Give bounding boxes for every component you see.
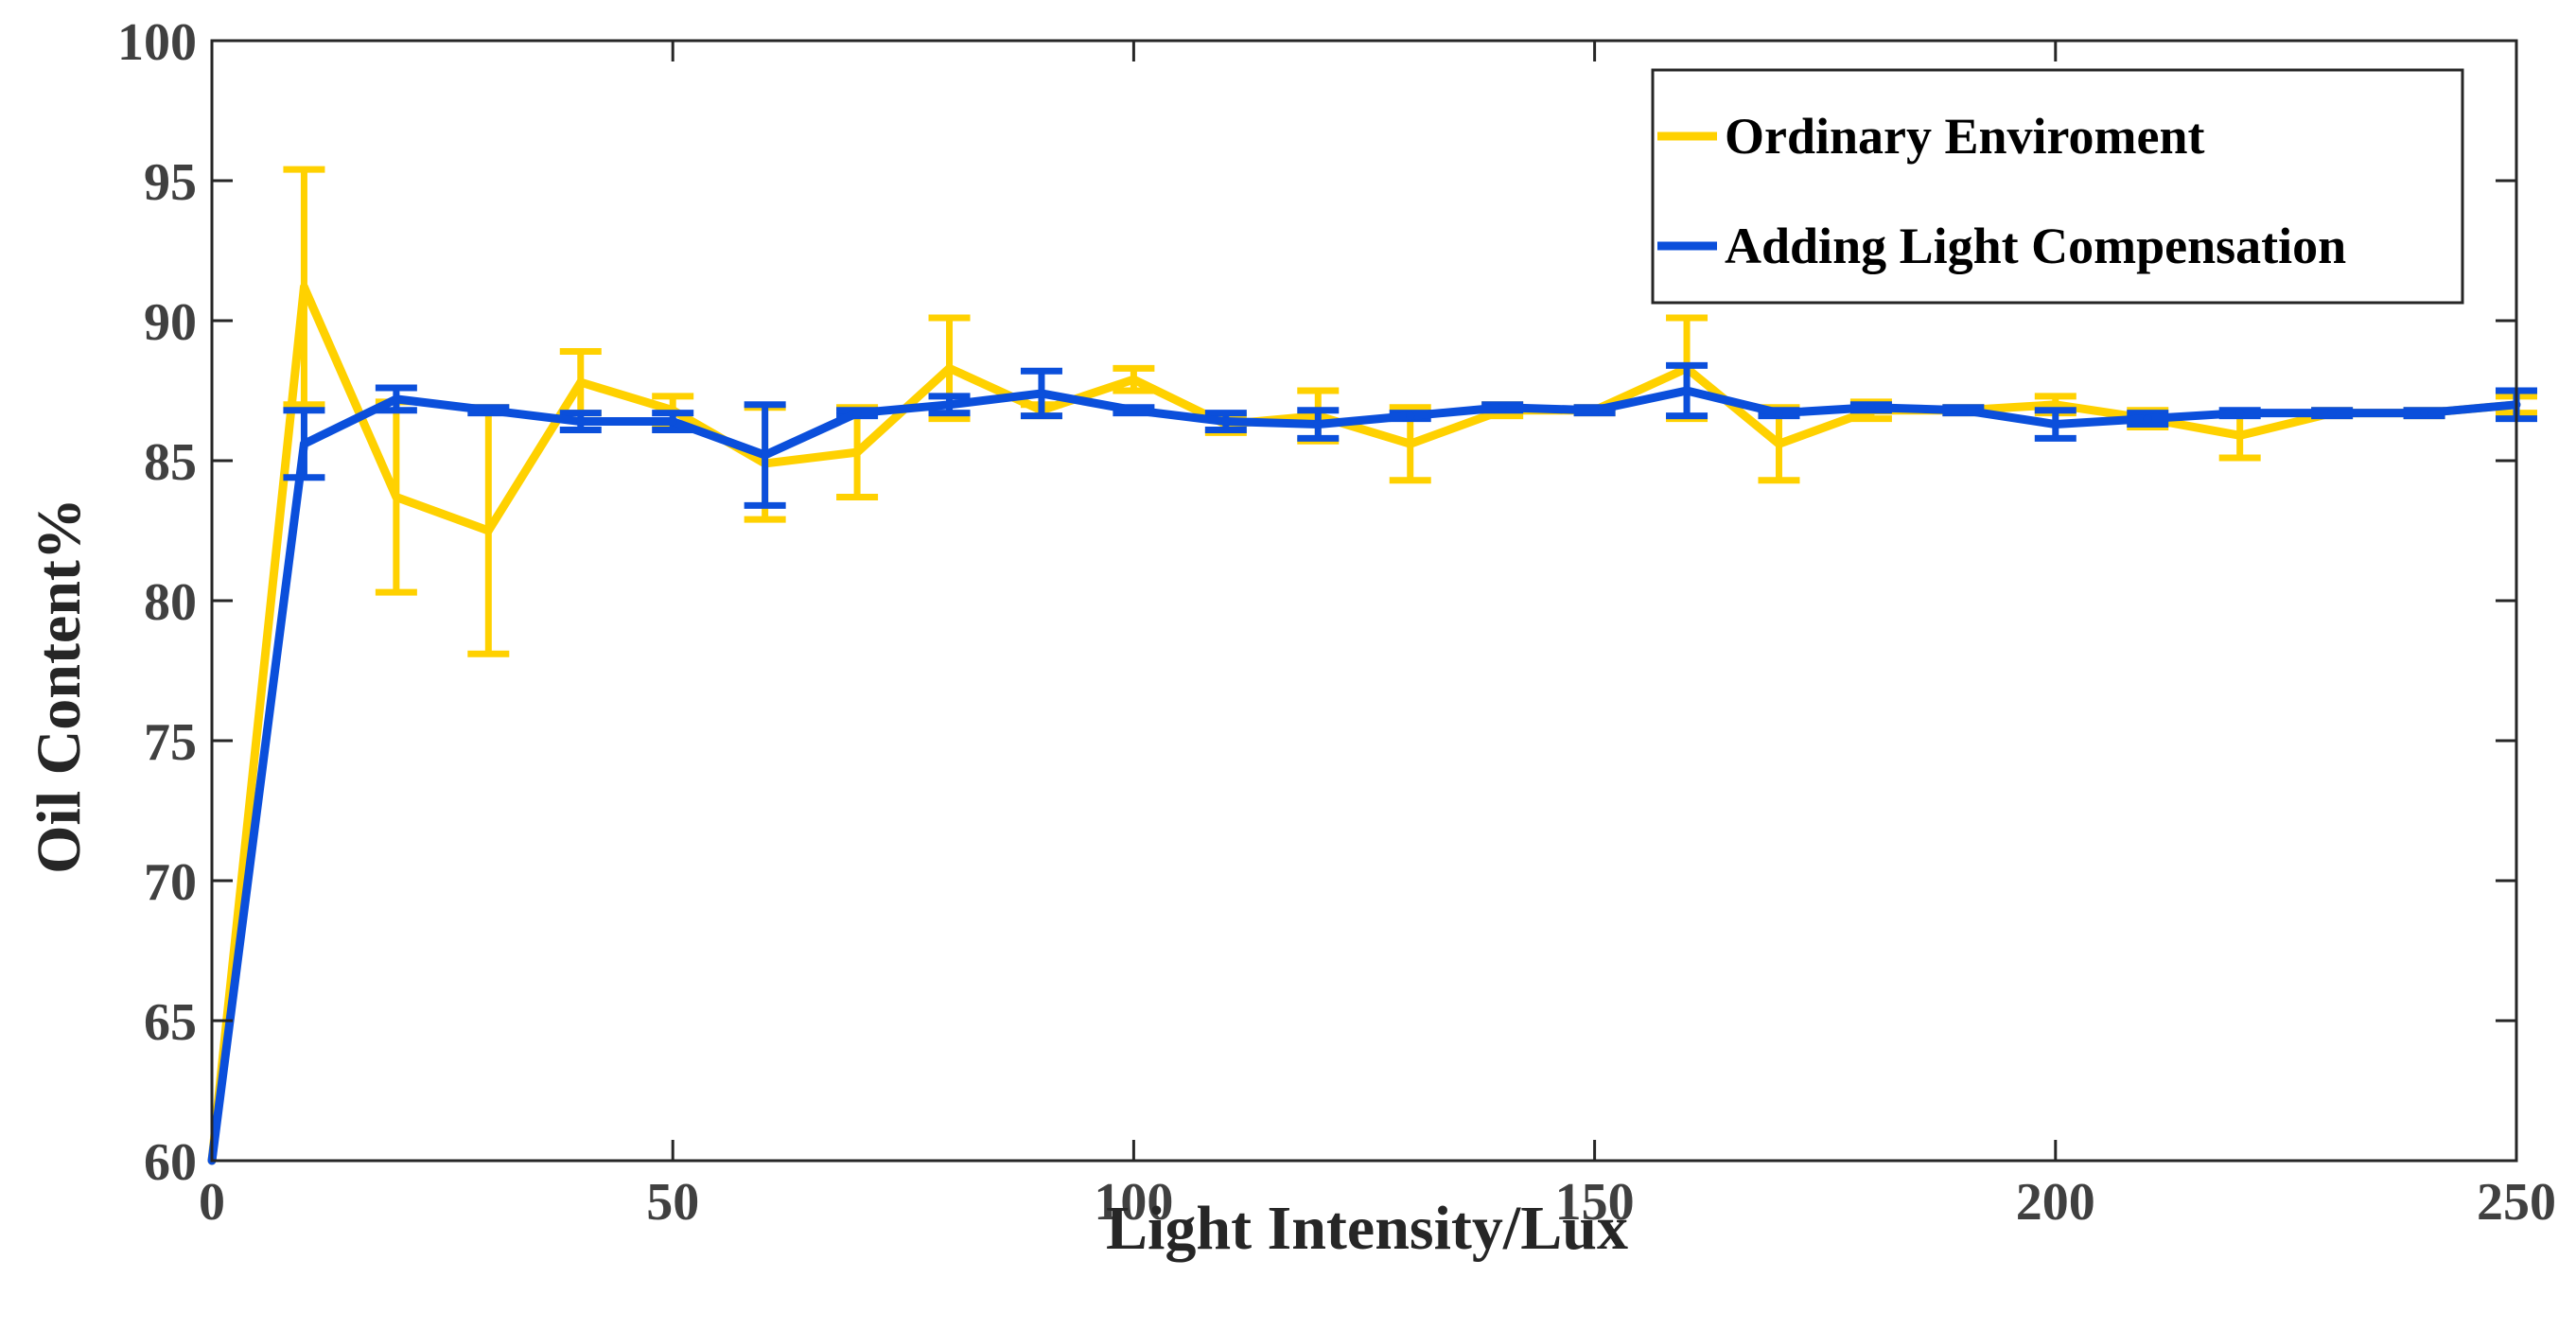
data-point: [1498, 403, 1507, 412]
data-point: [2051, 400, 2060, 410]
data-point: [1590, 406, 1600, 415]
data-point: [1682, 386, 1691, 395]
data-point: [1037, 389, 1046, 398]
data-point: [483, 526, 493, 535]
series-layer: [207, 166, 2537, 1165]
series-line: [207, 386, 2517, 1162]
data-point: [576, 377, 586, 387]
data-point: [576, 417, 586, 427]
y-tick-label: 65: [144, 993, 197, 1052]
y-tick-label: 85: [144, 433, 197, 492]
y-tick-label: 60: [144, 1133, 197, 1192]
y-tick-label: 90: [144, 293, 197, 352]
data-point: [1774, 439, 1783, 448]
data-point: [1129, 375, 1138, 384]
x-tick-label: 100: [1094, 1173, 1173, 1232]
data-point: [852, 447, 862, 457]
data-point: [299, 439, 308, 448]
legend-box: [1651, 68, 2464, 305]
data-point: [668, 417, 677, 427]
data-point: [2420, 409, 2429, 418]
y-tick-label: 70: [144, 853, 197, 912]
data-point: [945, 363, 955, 373]
x-axis-title: Light Intensity/Lux: [1106, 1194, 1628, 1263]
y-tick-label: 80: [144, 573, 197, 632]
y-axis-title: Oil Content%: [25, 498, 94, 874]
axis-ticks: 0 50 100 150 200 250 60 65 70 75 80 85 90 95 100: [117, 13, 2556, 1232]
data-point: [1406, 411, 1415, 421]
x-tick-label: 50: [646, 1173, 699, 1232]
data-point: [1221, 417, 1231, 427]
data-point: [2235, 430, 2245, 440]
data-point: [1313, 420, 1323, 429]
y-tick-label: 100: [117, 13, 197, 72]
data-point: [1129, 406, 1138, 415]
data-point: [852, 409, 862, 418]
data-point: [2143, 414, 2152, 424]
x-tick-label: 150: [1555, 1173, 1635, 1232]
data-point: [392, 394, 401, 404]
data-point: [2051, 420, 2060, 429]
legend-label-ordinary: Ordinary Enviroment: [1725, 108, 2205, 165]
data-point: [1406, 439, 1415, 448]
x-tick-label: 250: [2477, 1173, 2556, 1232]
x-tick-label: 200: [2016, 1173, 2095, 1232]
legend-label-compensation: Adding Light Compensation: [1725, 218, 2346, 274]
y-tick-label: 75: [144, 713, 197, 772]
y-tick-label: 95: [144, 153, 197, 212]
legend: Ordinary Enviroment Adding Light Compens…: [1651, 68, 2464, 305]
series-1: [207, 361, 2537, 1165]
data-point: [2235, 409, 2245, 418]
data-point: [1866, 403, 1876, 412]
data-point: [1958, 406, 1968, 415]
data-point: [1774, 409, 1783, 418]
data-point: [2327, 409, 2337, 418]
data-point: [761, 450, 770, 460]
data-point: [483, 406, 493, 415]
x-tick-label: 0: [199, 1173, 225, 1232]
data-point: [299, 282, 308, 291]
data-point: [945, 400, 955, 410]
data-point: [392, 492, 401, 501]
